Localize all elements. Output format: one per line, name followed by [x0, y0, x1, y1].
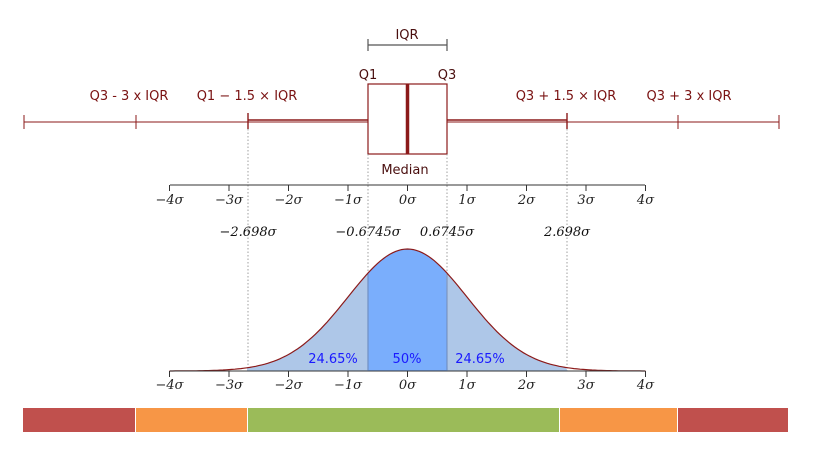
marker-pos-06745: 0.6745σ [420, 225, 475, 240]
marker-pos-2698: 2.698σ [543, 225, 591, 240]
upper-axis-tick-label: 2σ [517, 193, 536, 208]
band-center [248, 408, 559, 432]
upper-axis-tick-label: 3σ [577, 193, 595, 208]
lower-axis-tick-label: −1σ [334, 378, 363, 393]
lower-axis-tick-label: −3σ [215, 378, 244, 393]
normal-curve [169, 248, 646, 372]
band-far-right [678, 408, 788, 432]
lower-axis-tick-label: −2σ [274, 378, 303, 393]
curve-fill-center [367, 249, 448, 371]
iqr-label: IQR [395, 28, 418, 43]
lower-axis-tick-label: −4σ [155, 378, 184, 393]
median-label: Median [381, 163, 428, 178]
marker-neg-2698: −2.698σ [220, 225, 278, 240]
curve-outline [169, 248, 646, 372]
lower-axis-tick-label: 3σ [577, 378, 595, 393]
band-mid-right [560, 408, 677, 432]
upper-axis-tick-label: −3σ [215, 193, 244, 208]
q1-label: Q1 [359, 68, 378, 83]
boxplot [23, 83, 780, 155]
sigma-axis-lower: −4σ −3σ −2σ −1σ 0σ 1σ 2σ 3σ 4σ [155, 370, 655, 393]
band-far-left [23, 408, 135, 432]
upper-axis-tick-label: −4σ [155, 193, 184, 208]
upper-axis-tick-label: 4σ [636, 193, 655, 208]
q1-minus-15iqr-label: Q1 − 1.5 × IQR [197, 89, 298, 104]
band-mid-left [136, 408, 247, 432]
q3-minus-3iqr-label: Q3 - 3 x IQR [90, 89, 169, 104]
lower-axis-tick-label: 1σ [458, 378, 476, 393]
marker-neg-06745: −0.6745σ [335, 225, 401, 240]
lower-axis-tick-label: 0σ [399, 378, 417, 393]
lower-axis-tick-label: 2σ [517, 378, 536, 393]
q3-plus-3iqr-label: Q3 + 3 x IQR [647, 89, 732, 104]
upper-axis-tick-label: −1σ [334, 193, 363, 208]
color-bands [23, 408, 788, 432]
lower-axis-tick-label: 4σ [636, 378, 655, 393]
upper-axis-tick-label: 1σ [458, 193, 476, 208]
pct-right: 24.65% [455, 352, 505, 367]
iqr-bracket [367, 39, 448, 51]
pct-center: 50% [393, 352, 422, 367]
pct-left: 24.65% [308, 352, 358, 367]
q3-plus-15iqr-label: Q3 + 1.5 × IQR [516, 89, 617, 104]
upper-axis-tick-label: −2σ [274, 193, 303, 208]
upper-axis-tick-label: 0σ [399, 193, 417, 208]
sigma-axis-upper: −4σ −3σ −2σ −1σ 0σ 1σ 2σ 3σ 4σ [155, 184, 655, 208]
q3-label: Q3 [438, 68, 457, 83]
